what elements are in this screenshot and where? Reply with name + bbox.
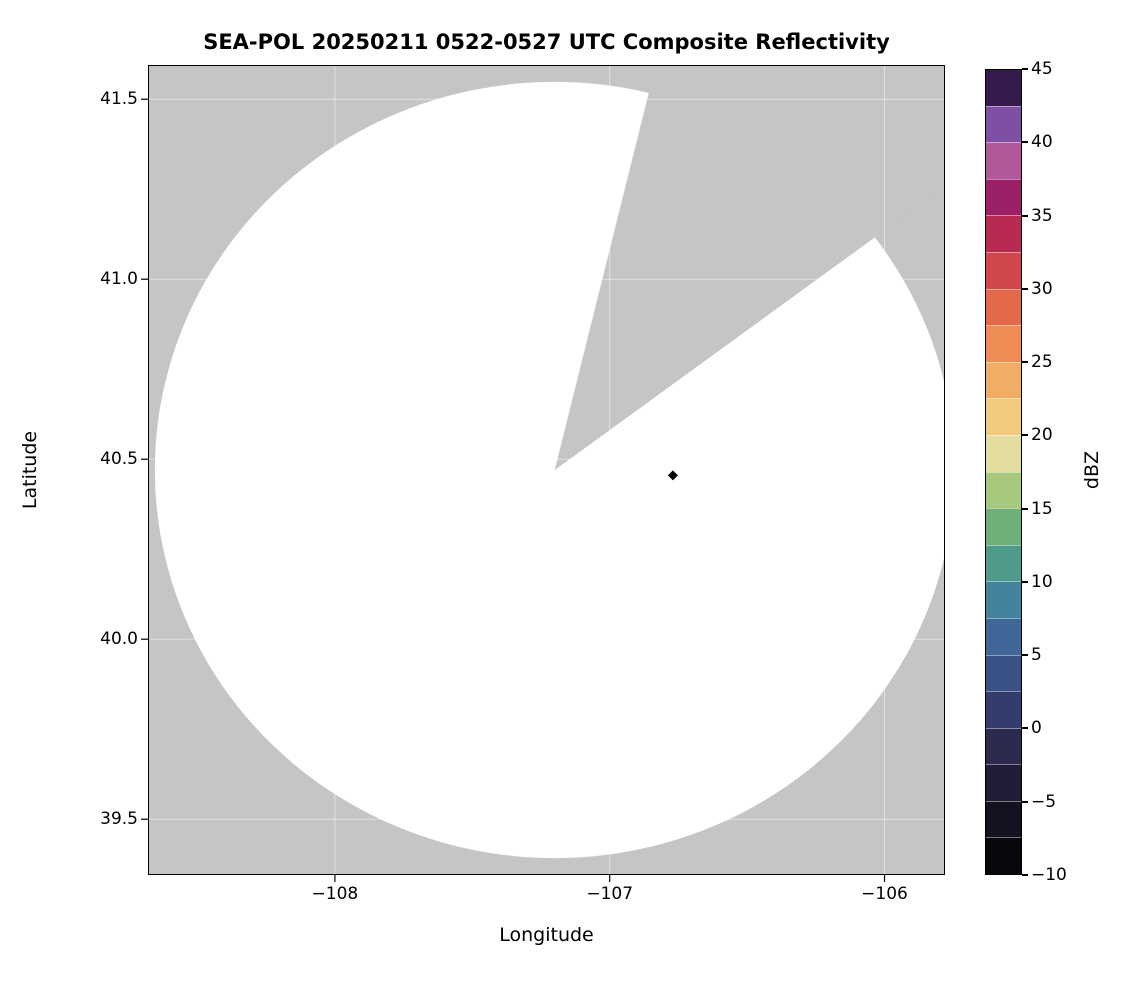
colorbar-segment: [986, 178, 1021, 216]
colorbar-segment: [986, 764, 1021, 801]
y-tick-label: 41.5: [100, 89, 138, 110]
colorbar-tick: [1022, 580, 1028, 583]
y-tick-label: 39.5: [100, 809, 138, 830]
colorbar-segment: [986, 288, 1021, 326]
x-tick-label: −107: [586, 884, 634, 904]
colorbar-segment: [986, 325, 1021, 362]
axes-border: [148, 65, 945, 875]
x-tick-label: −108: [311, 884, 359, 904]
colorbar-tick-label: −5: [1031, 791, 1057, 812]
colorbar-tick: [1022, 141, 1028, 144]
colorbar-tick-label: 0: [1031, 718, 1042, 739]
colorbar-segment: [986, 800, 1021, 838]
y-tick-label: 40.0: [100, 629, 138, 650]
colorbar-tick-label: 20: [1031, 425, 1053, 446]
colorbar-tick-label: 5: [1031, 645, 1042, 666]
colorbar-segment: [986, 105, 1021, 143]
colorbar-segment: [986, 837, 1021, 875]
colorbar-segment: [986, 70, 1021, 106]
colorbar-tick-label: 45: [1031, 59, 1053, 79]
chart-title: SEA-POL 20250211 0522-0527 UTC Composite…: [203, 30, 890, 54]
plot-area: [141, 65, 945, 882]
colorbar-tick-label: 35: [1031, 205, 1053, 226]
colorbar-tick: [1022, 434, 1028, 437]
colorbar-segment: [986, 544, 1021, 582]
colorbar-segment: [986, 398, 1021, 435]
colorbar-tick: [1022, 800, 1028, 803]
colorbar-tick-label: −10: [1031, 865, 1067, 885]
colorbar-tick: [1022, 727, 1028, 730]
colorbar-segment: [986, 508, 1021, 545]
colorbar-segment: [986, 581, 1021, 618]
colorbar: [985, 69, 1022, 875]
colorbar-segment: [986, 434, 1021, 472]
colorbar-tick-label: 30: [1031, 278, 1053, 299]
colorbar-tick: [1022, 214, 1028, 217]
colorbar-segment: [986, 617, 1021, 655]
missing-data-sector: [554, 65, 945, 470]
y-tick-label: 40.5: [100, 449, 138, 470]
colorbar-segment: [986, 361, 1021, 399]
colorbar-segment: [986, 691, 1021, 728]
colorbar-segment: [986, 215, 1021, 252]
x-tick-label: −106: [861, 884, 908, 904]
colorbar-label: dBZ: [1081, 450, 1103, 490]
colorbar-tick: [1022, 361, 1028, 364]
colorbar-segment: [986, 142, 1021, 179]
colorbar-tick-label: 15: [1031, 498, 1053, 519]
colorbar-tick: [1022, 287, 1028, 290]
y-tick-label: 41.0: [100, 269, 138, 290]
colorbar-tick: [1022, 507, 1028, 510]
location-marker: [667, 470, 678, 481]
colorbar-tick: [1022, 68, 1028, 70]
x-axis-label: Longitude: [499, 924, 594, 946]
colorbar-tick: [1022, 874, 1028, 876]
y-axis-label: Latitude: [19, 430, 41, 510]
colorbar-segment: [986, 654, 1021, 692]
colorbar-tick-label: 40: [1031, 132, 1053, 153]
colorbar-tick-label: 25: [1031, 352, 1053, 373]
plot-layers: [148, 65, 945, 875]
colorbar-tick-label: 10: [1031, 571, 1053, 592]
colorbar-tick: [1022, 654, 1028, 657]
colorbar-segment: [986, 727, 1021, 765]
colorbar-segment: [986, 251, 1021, 289]
colorbar-segment: [986, 471, 1021, 509]
